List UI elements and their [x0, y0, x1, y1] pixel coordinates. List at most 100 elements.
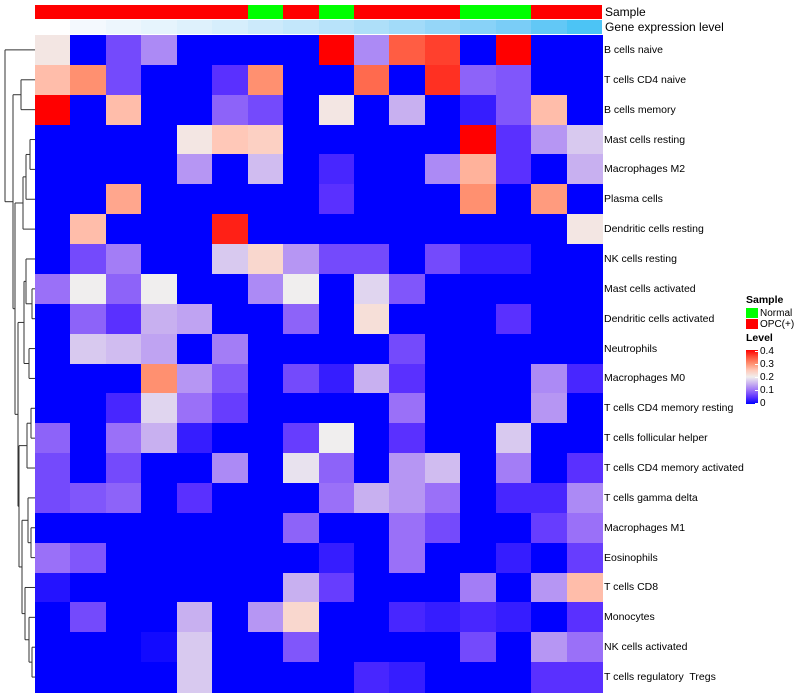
heatmap-cell: [105, 572, 142, 603]
gene-expression-annotation-cell: [424, 20, 461, 34]
heatmap-cell: [566, 303, 603, 335]
heatmap-cell: [353, 124, 390, 156]
heatmap-cell: [141, 333, 178, 365]
heatmap-cell: [424, 124, 461, 156]
heatmap-cell: [283, 214, 320, 245]
heatmap-cell: [566, 512, 603, 544]
heatmap-cell: [566, 602, 603, 633]
heatmap-cell: [212, 602, 249, 633]
heatmap-cell: [531, 662, 568, 693]
heatmap-cell: [424, 393, 461, 424]
heatmap-cell: [531, 35, 568, 66]
gene-expression-annotation-cell: [460, 20, 496, 34]
heatmap-cell: [353, 632, 390, 663]
heatmap-cell: [141, 662, 178, 693]
heatmap-cell: [247, 303, 284, 335]
heatmap-cell: [105, 273, 142, 305]
heatmap-cell: [35, 512, 72, 544]
heatmap-cell: [460, 393, 497, 424]
heatmap-cell: [212, 482, 249, 514]
sample-annotation-cell: [35, 5, 71, 19]
heatmap-cell: [105, 363, 142, 394]
heatmap-cell: [105, 542, 142, 574]
heatmap-cell: [318, 363, 355, 394]
heatmap-cell: [247, 632, 284, 663]
heatmap-cell: [212, 124, 249, 156]
heatmap-cell: [353, 363, 390, 394]
heatmap-cell: [105, 453, 142, 484]
sample-annotation-bar: [35, 5, 602, 19]
heatmap-cell: [70, 423, 107, 454]
sample-annotation-cell: [176, 5, 213, 19]
sample-annotation-cell: [495, 5, 532, 19]
heatmap-cell: [566, 94, 603, 126]
gene-expression-annotation-cell: [389, 20, 425, 34]
heatmap-cell: [389, 244, 426, 275]
heatmap-cell: [70, 124, 107, 156]
heatmap-cell: [70, 512, 107, 544]
heatmap-cell: [176, 273, 213, 305]
heatmap-cell: [283, 154, 320, 185]
heatmap-cell: [247, 662, 284, 693]
heatmap-cell: [105, 124, 142, 156]
heatmap-cell: [566, 482, 603, 514]
row-label: B cells naive: [604, 43, 663, 56]
row-label: NK cells activated: [604, 641, 688, 654]
heatmap-cell: [247, 363, 284, 394]
heatmap-cell: [35, 333, 72, 365]
heatmap-cell: [424, 64, 461, 96]
heatmap-cell: [424, 363, 461, 394]
gene-expression-annotation-cell: [353, 20, 390, 34]
heatmap-cell: [495, 423, 532, 454]
heatmap-cell: [35, 244, 72, 275]
heatmap-cell: [318, 453, 355, 484]
heatmap-cell: [105, 244, 142, 275]
heatmap-cell: [353, 602, 390, 633]
heatmap-cell: [70, 154, 107, 185]
heatmap-cell: [318, 64, 355, 96]
heatmap-cell: [424, 214, 461, 245]
heatmap-cell: [141, 512, 178, 544]
heatmap-cell: [353, 662, 390, 693]
heatmap-cell: [70, 273, 107, 305]
heatmap-cell: [353, 333, 390, 365]
heatmap-cell: [460, 154, 497, 185]
heatmap-cell: [212, 154, 249, 185]
row-label: Neutrophils: [604, 342, 658, 355]
heatmap-cell: [35, 273, 72, 305]
row-label: Dendritic cells resting: [604, 223, 704, 236]
heatmap-cell: [141, 632, 178, 663]
heatmap-cell: [495, 602, 532, 633]
heatmap-cell: [176, 512, 213, 544]
level-tick-label: 0.3: [760, 359, 774, 370]
heatmap-cell: [212, 333, 249, 365]
gene-expression-annotation-cell: [105, 20, 142, 34]
heatmap-cell: [283, 602, 320, 633]
heatmap-cell: [460, 363, 497, 394]
heatmap-cell: [212, 572, 249, 603]
heatmap-cell: [531, 453, 568, 484]
heatmap-cell: [495, 542, 532, 574]
heatmap-cell: [176, 453, 213, 484]
heatmap-cell: [318, 632, 355, 663]
row-label: Mast cells activated: [604, 282, 696, 295]
level-tick-mark: [755, 403, 758, 404]
sample-annotation-cell: [353, 5, 390, 19]
heatmap-cell: [105, 214, 142, 245]
heatmap-cell: [318, 572, 355, 603]
heatmap-cell: [318, 423, 355, 454]
heatmap-cell: [389, 482, 426, 514]
heatmap-cell: [531, 482, 568, 514]
heatmap-cell: [495, 662, 532, 693]
heatmap-cell: [495, 94, 532, 126]
heatmap-cell: [389, 602, 426, 633]
heatmap-cell: [353, 214, 390, 245]
heatmap-cell: [566, 154, 603, 185]
heatmap-cell: [247, 94, 284, 126]
heatmap-cell: [389, 64, 426, 96]
heatmap-cell: [495, 154, 532, 185]
heatmap-cell: [460, 273, 497, 305]
heatmap-cell: [35, 35, 72, 66]
heatmap-cell: [495, 632, 532, 663]
heatmap-cell: [531, 124, 568, 156]
